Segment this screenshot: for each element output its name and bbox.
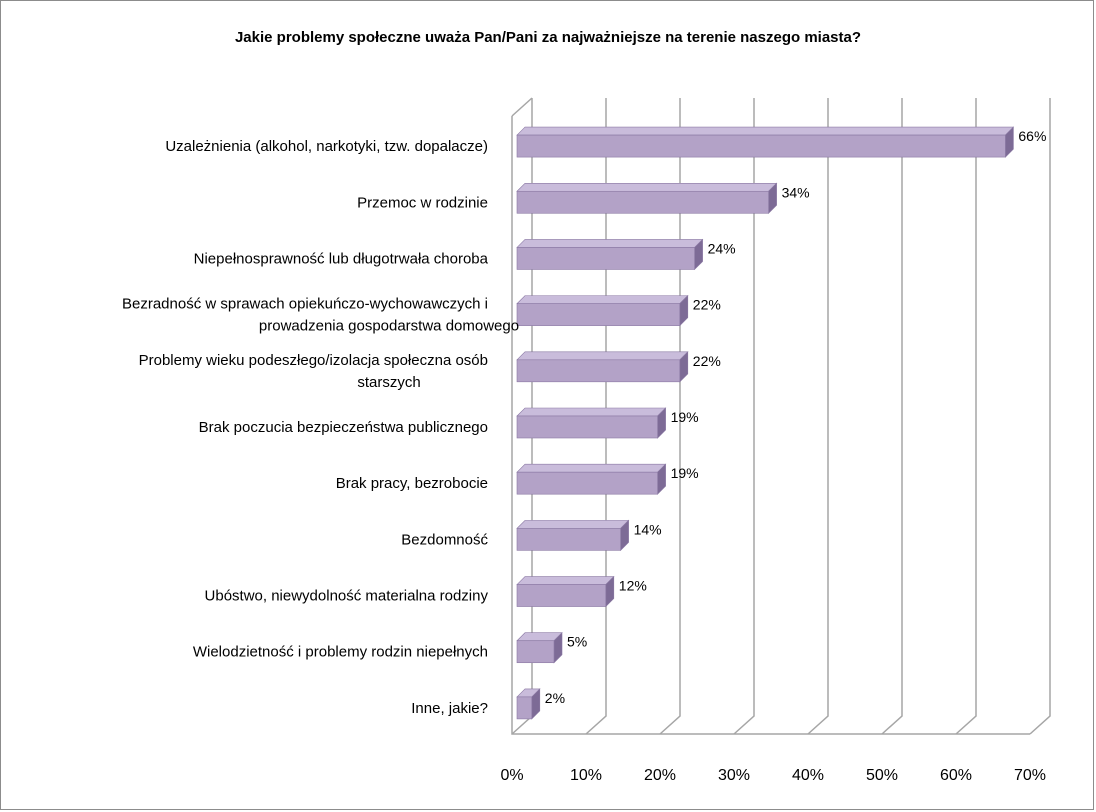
bar-front-face [516, 190, 769, 214]
bar-value-label: 14% [634, 521, 662, 537]
category-label: Brak pracy, bezrobocie [336, 475, 488, 492]
gridline [807, 98, 829, 735]
bar [516, 463, 667, 495]
category-label-line: Wielodzietność i problemy rodzin niepełn… [193, 644, 488, 661]
category-label: Bezdomność [401, 531, 488, 548]
bar [516, 351, 689, 383]
category-label: Brak poczucia bezpieczeństwa publicznego [199, 419, 488, 436]
bar-top-face [516, 463, 667, 473]
bar-value-label: 24% [708, 240, 736, 256]
x-tick-label: 0% [500, 767, 523, 784]
x-tick-label: 50% [866, 767, 898, 784]
category-label-line: starszych [357, 374, 420, 391]
bar-front-face [516, 359, 681, 383]
x-tick-label: 30% [718, 767, 750, 784]
bar [516, 688, 541, 720]
bar-front-face [516, 584, 607, 607]
category-label-line: Uzależnienia (alkohol, narkotyki, tzw. d… [165, 138, 488, 155]
category-label-line: Przemoc w rodzinie [357, 194, 488, 211]
category-label: Przemoc w rodzinie [357, 194, 488, 211]
gridline [881, 98, 903, 735]
axis-line [511, 97, 533, 117]
bar-value-label: 5% [567, 634, 587, 650]
bar-front-face [516, 134, 1006, 158]
bar-top-face [516, 351, 689, 361]
category-label-line: prowadzenia gospodarstwa domowego [259, 318, 519, 335]
bar-front-face [516, 696, 533, 720]
category-label-line: Brak pracy, bezrobocie [336, 475, 488, 492]
bar [516, 182, 778, 214]
bar-value-label: 66% [1018, 128, 1046, 144]
category-label-line: Bezdomność [401, 531, 488, 548]
category-label: Niepełnosprawność lub długotrwała chorob… [194, 250, 489, 267]
x-tick-label: 40% [792, 767, 824, 784]
bar [516, 294, 689, 327]
bar [516, 407, 667, 439]
category-label-line: Ubóstwo, niewydolność materialna rodziny [205, 588, 489, 605]
category-label: Wielodzietność i problemy rodzin niepełn… [193, 644, 488, 661]
category-label: Ubóstwo, niewydolność materialna rodziny [205, 588, 489, 605]
category-label: Uzależnienia (alkohol, narkotyki, tzw. d… [165, 138, 488, 155]
bar-front-face [516, 528, 621, 551]
gridline [733, 98, 755, 735]
category-label: Inne, jakie? [411, 700, 488, 717]
bar [516, 632, 563, 664]
bar-front-face [516, 415, 658, 439]
bar-top-face [516, 126, 1015, 136]
bar-top-face [516, 520, 630, 529]
bar-top-face [516, 295, 689, 304]
category-label-line: Brak poczucia bezpieczeństwa publicznego [199, 419, 488, 436]
category-label-line: Problemy wieku podeszłego/izolacja społe… [139, 352, 488, 369]
bar-top-face [516, 239, 704, 248]
bar-value-label: 2% [545, 690, 565, 706]
bar [516, 126, 1015, 158]
x-tick-label: 70% [1014, 767, 1046, 784]
category-label: Problemy wieku podeszłego/izolacja społe… [139, 352, 488, 391]
bar [516, 575, 615, 608]
bar-top-face [516, 182, 778, 192]
x-tick-label: 20% [644, 767, 676, 784]
bar-front-face [516, 247, 695, 270]
category-label-line: Bezradność w sprawach opiekuńczo-wychowa… [122, 296, 488, 313]
bar [516, 238, 704, 271]
bar-value-label: 22% [693, 297, 721, 313]
bar-front-face [516, 471, 658, 495]
x-tick-label: 10% [570, 767, 602, 784]
bar-value-label: 19% [671, 465, 699, 481]
bar-top-face [516, 407, 667, 417]
bar-value-label: 19% [671, 409, 699, 425]
category-label-line: Niepełnosprawność lub długotrwała chorob… [194, 250, 489, 267]
axis-line [511, 116, 1030, 735]
gridline [1029, 98, 1051, 735]
bar-front-face [516, 303, 681, 326]
bar-value-label: 12% [619, 578, 647, 594]
category-label: Bezradność w sprawach opiekuńczo-wychowa… [122, 296, 519, 335]
bar-value-label: 22% [693, 353, 721, 369]
gridline [955, 98, 977, 735]
bar-top-face [516, 576, 615, 585]
x-tick-label: 60% [940, 767, 972, 784]
category-label-line: Inne, jakie? [411, 700, 488, 717]
bar-value-label: 34% [782, 184, 810, 200]
chart-title: Jakie problemy społeczne uważa Pan/Pani … [234, 29, 862, 46]
bar-front-face [516, 640, 555, 664]
bar [516, 519, 630, 552]
